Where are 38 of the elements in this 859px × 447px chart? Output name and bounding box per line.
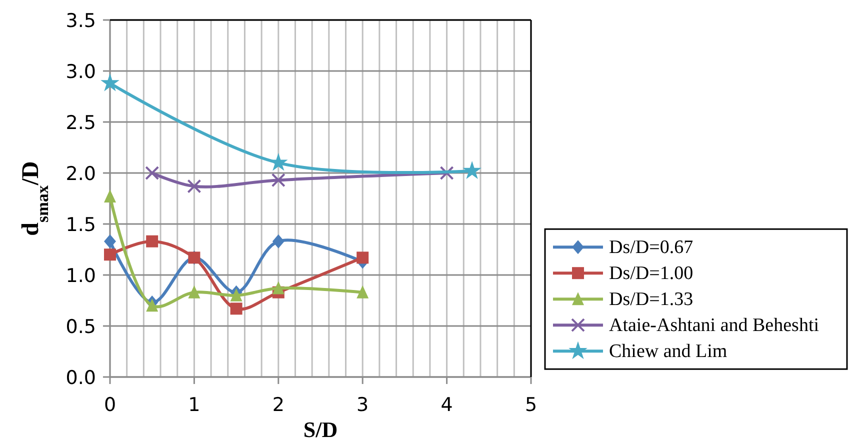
point — [272, 281, 284, 294]
x-tick-label: 1 — [188, 394, 200, 416]
point — [230, 302, 242, 315]
point — [104, 248, 116, 261]
legend-label: Ds/D=0.67 — [609, 237, 694, 258]
point — [146, 235, 158, 248]
legend-label: Ds/D=1.33 — [609, 289, 694, 310]
x-tick-label: 2 — [272, 394, 284, 416]
point — [145, 166, 160, 180]
point — [100, 73, 120, 92]
point — [462, 161, 482, 179]
point — [104, 189, 116, 202]
y-tick-label: 3.0 — [66, 61, 96, 83]
y-tick-label: 2.5 — [66, 112, 96, 134]
x-tick-label: 0 — [104, 394, 116, 416]
point — [356, 252, 369, 264]
x-tick-label: 4 — [440, 394, 453, 416]
y-tick-label: 0.5 — [66, 316, 96, 338]
point — [356, 285, 369, 298]
x-axis-title: S/D — [303, 417, 338, 442]
y-tick-label: 1.0 — [66, 265, 96, 287]
point — [440, 166, 454, 180]
point — [272, 234, 284, 248]
y-tick-label: 1.5 — [66, 214, 96, 236]
point — [187, 179, 202, 194]
legend-label: Chiew and Lim — [609, 341, 728, 362]
y-tick-label: 0.0 — [66, 367, 96, 389]
point — [146, 298, 158, 312]
point — [188, 285, 200, 298]
y-tick-label: 2.0 — [66, 163, 96, 185]
y-tick-label: 3.5 — [66, 10, 96, 32]
x-tick-label: 5 — [524, 394, 538, 416]
point — [271, 173, 286, 188]
x-tick-label: 3 — [356, 394, 369, 416]
point — [230, 288, 242, 302]
legend-label: Ataie-Ashtani and Beheshti — [609, 315, 820, 336]
point — [104, 234, 116, 248]
legend-label: Ds/D=1.00 — [609, 263, 694, 284]
